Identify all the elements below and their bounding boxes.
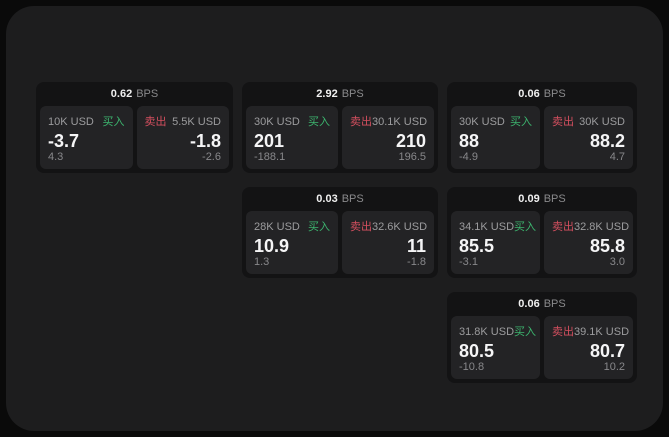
buy-price: 80.5 — [459, 340, 495, 361]
sell-label: 卖出 — [350, 116, 372, 128]
sell-price: 11 — [406, 235, 426, 256]
buy-price: -3.7 — [48, 130, 80, 151]
sell-price: 210 — [395, 130, 426, 151]
sell-label: 卖出 — [552, 221, 574, 233]
buy-price: 85.5 — [459, 235, 495, 256]
sell-price: -1.8 — [189, 130, 221, 151]
quote-card: 0.06 BPS 30K USD 买入 88 -4.9 卖出 30K USD 88… — [447, 82, 637, 173]
buy-change: -4.9 — [459, 151, 478, 163]
buy-amount: 31.8K USD — [459, 326, 515, 338]
card-header: 0.06 BPS — [451, 292, 633, 316]
buy-change: 1.3 — [254, 256, 270, 268]
buy-quote-tile[interactable]: 28K USD 买入 10.9 1.3 — [246, 211, 338, 274]
sell-amount: 32.6K USD — [372, 221, 428, 233]
buy-price: 88 — [459, 130, 480, 151]
buy-label: 买入 — [102, 116, 125, 128]
buy-price: 10.9 — [254, 235, 290, 256]
buy-amount: 10K USD — [48, 116, 94, 128]
buy-quote-tile[interactable]: 34.1K USD 买入 85.5 -3.1 — [451, 211, 540, 274]
sell-quote-tile[interactable]: 卖出 30K USD 88.2 4.7 — [544, 106, 633, 169]
buy-quote-tile[interactable]: 30K USD 买入 88 -4.9 — [451, 106, 540, 169]
sell-change: 4.7 — [609, 151, 625, 163]
card-body: 34.1K USD 买入 85.5 -3.1 卖出 32.8K USD 85.8… — [451, 211, 633, 274]
sell-change: -1.8 — [407, 256, 426, 268]
buy-label: 买入 — [514, 221, 537, 233]
sell-label: 卖出 — [350, 221, 372, 233]
quote-card: 2.92 BPS 30K USD 买入 201 -188.1 卖出 30.1K U… — [242, 82, 438, 173]
sell-price: 85.8 — [589, 235, 625, 256]
card-header: 0.03 BPS — [246, 187, 434, 211]
bps-value: 0.62 — [110, 88, 133, 100]
card-header: 2.92 BPS — [246, 82, 434, 106]
sell-quote-tile[interactable]: 卖出 39.1K USD 80.7 10.2 — [544, 316, 633, 379]
quote-card: 0.09 BPS 34.1K USD 买入 85.5 -3.1 卖出 32.8K … — [447, 187, 637, 278]
buy-price: 201 — [254, 130, 285, 151]
card-body: 10K USD 买入 -3.7 4.3 卖出 5.5K USD -1.8 -2.… — [40, 106, 229, 169]
bps-value: 0.09 — [518, 193, 540, 205]
bps-unit-label: BPS — [341, 193, 364, 205]
card-body: 31.8K USD 买入 80.5 -10.8 卖出 39.1K USD 80.… — [451, 316, 633, 379]
buy-change: -10.8 — [459, 361, 485, 373]
bps-unit-label: BPS — [543, 193, 566, 205]
buy-amount: 30K USD — [254, 116, 300, 128]
bps-unit-label: BPS — [341, 88, 364, 100]
buy-amount: 30K USD — [459, 116, 505, 128]
bps-value: 0.03 — [316, 193, 338, 205]
sell-amount: 30K USD — [579, 116, 625, 128]
sell-label: 卖出 — [552, 116, 574, 128]
sell-amount: 32.8K USD — [574, 221, 630, 233]
buy-label: 买入 — [308, 116, 330, 128]
card-body: 28K USD 买入 10.9 1.3 卖出 32.6K USD 11 -1.8 — [246, 211, 434, 274]
bps-unit-label: BPS — [543, 298, 566, 310]
card-body: 30K USD 买入 201 -188.1 卖出 30.1K USD 210 1… — [246, 106, 434, 169]
sell-change: 196.5 — [398, 151, 426, 163]
buy-change: -188.1 — [254, 151, 286, 163]
card-header: 0.62 BPS — [40, 82, 229, 106]
sell-amount: 30.1K USD — [372, 116, 428, 128]
buy-amount: 28K USD — [254, 221, 300, 233]
sell-quote-tile[interactable]: 卖出 32.6K USD 11 -1.8 — [342, 211, 434, 274]
bps-value: 0.06 — [518, 88, 540, 100]
quote-card: 0.03 BPS 28K USD 买入 10.9 1.3 卖出 32.6K USD… — [242, 187, 438, 278]
buy-change: -3.1 — [459, 256, 478, 268]
sell-amount: 39.1K USD — [574, 326, 630, 338]
buy-amount: 34.1K USD — [459, 221, 515, 233]
sell-label: 卖出 — [552, 326, 574, 338]
card-header: 0.09 BPS — [451, 187, 633, 211]
quote-card: 0.06 BPS 31.8K USD 买入 80.5 -10.8 卖出 39.1K… — [447, 292, 637, 383]
card-body: 30K USD 买入 88 -4.9 卖出 30K USD 88.2 4.7 — [451, 106, 633, 169]
quote-card: 0.62 BPS 10K USD 买入 -3.7 4.3 卖出 5.5K USD … — [36, 82, 233, 173]
buy-label: 买入 — [510, 116, 532, 128]
buy-label: 买入 — [308, 221, 330, 233]
sell-change: 3.0 — [609, 256, 625, 268]
buy-change: 4.3 — [48, 151, 64, 163]
sell-quote-tile[interactable]: 卖出 5.5K USD -1.8 -2.6 — [136, 106, 229, 169]
card-header: 0.06 BPS — [451, 82, 633, 106]
sell-price: 88.2 — [589, 130, 625, 151]
sell-change: -2.6 — [202, 151, 221, 163]
bps-value: 2.92 — [316, 88, 338, 100]
buy-quote-tile[interactable]: 10K USD 买入 -3.7 4.3 — [40, 106, 133, 169]
bps-unit-label: BPS — [543, 88, 566, 100]
sell-quote-tile[interactable]: 卖出 32.8K USD 85.8 3.0 — [544, 211, 633, 274]
sell-change: 10.2 — [603, 361, 625, 373]
bps-unit-label: BPS — [136, 88, 159, 100]
sell-label: 卖出 — [144, 116, 167, 128]
buy-quote-tile[interactable]: 31.8K USD 买入 80.5 -10.8 — [451, 316, 540, 379]
sell-amount: 5.5K USD — [172, 116, 221, 128]
sell-price: 80.7 — [589, 340, 625, 361]
buy-quote-tile[interactable]: 30K USD 买入 201 -188.1 — [246, 106, 338, 169]
bps-value: 0.06 — [518, 298, 540, 310]
sell-quote-tile[interactable]: 卖出 30.1K USD 210 196.5 — [342, 106, 434, 169]
buy-label: 买入 — [514, 326, 537, 338]
